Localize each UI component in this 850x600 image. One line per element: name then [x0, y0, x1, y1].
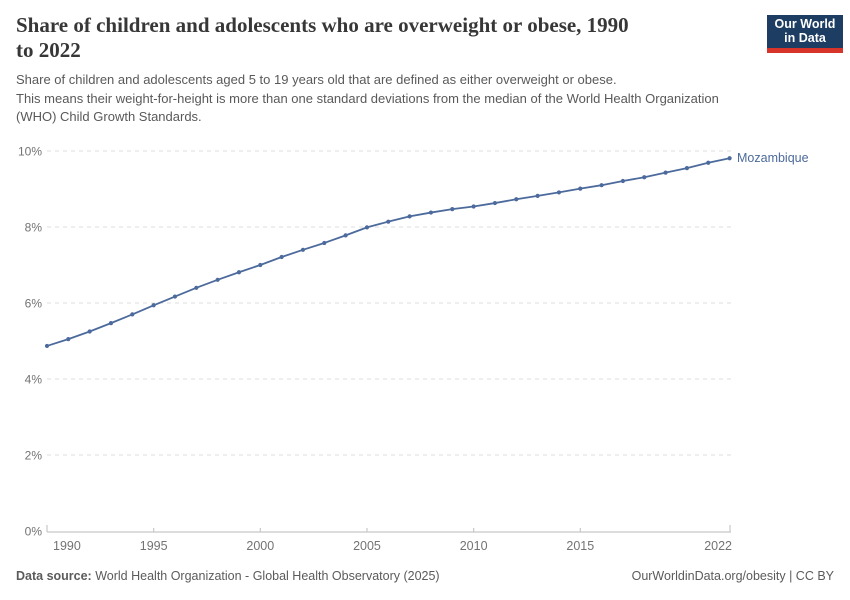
data-point[interactable]: [578, 186, 583, 191]
series-label[interactable]: Mozambique: [737, 151, 809, 165]
data-source-label: Data source:: [16, 569, 92, 583]
y-axis-tick-label: 10%: [18, 145, 42, 159]
data-point[interactable]: [151, 303, 156, 308]
data-point[interactable]: [663, 170, 668, 175]
x-axis-tick-label: 2000: [246, 539, 274, 553]
data-point[interactable]: [172, 294, 178, 299]
series-line[interactable]: [46, 157, 731, 347]
data-point[interactable]: [343, 233, 348, 238]
data-point[interactable]: [87, 329, 92, 334]
x-axis-tick-label: 2005: [353, 539, 381, 553]
chart-title: Share of children and adolescents who ar…: [16, 13, 756, 63]
data-point[interactable]: [471, 204, 476, 209]
y-axis-tick-label: 6%: [25, 297, 43, 311]
chart-subtitle: Share of children and adolescents aged 5…: [16, 71, 836, 127]
data-source-note: Data source: World Health Organization -…: [16, 569, 440, 583]
data-point[interactable]: [428, 210, 434, 215]
x-axis-tick-label: 2010: [460, 539, 488, 553]
data-point[interactable]: [108, 321, 114, 326]
data-point[interactable]: [535, 193, 540, 198]
x-axis-tick-label: 1995: [140, 539, 168, 553]
y-axis-tick-label: 0%: [25, 525, 43, 539]
x-axis-tick-label: 2022: [704, 539, 732, 553]
data-point[interactable]: [727, 156, 732, 161]
data-point[interactable]: [514, 197, 519, 202]
data-point[interactable]: [599, 183, 604, 188]
chart-subtitle-line3: (WHO) Child Growth Standards.: [16, 109, 202, 125]
y-axis-tick-label: 8%: [25, 221, 43, 235]
owid-logo[interactable]: Our World in Data: [767, 15, 843, 53]
data-point[interactable]: [44, 343, 50, 349]
data-point[interactable]: [194, 285, 199, 290]
data-point[interactable]: [258, 262, 263, 268]
data-point[interactable]: [300, 247, 306, 252]
data-point[interactable]: [322, 240, 327, 246]
data-point[interactable]: [215, 277, 220, 282]
chart-subtitle-line2: This means their weight-for-height is mo…: [16, 90, 719, 106]
chart-title-line1: Share of children and adolescents who ar…: [16, 13, 629, 37]
data-point[interactable]: [492, 200, 498, 206]
data-point[interactable]: [407, 214, 412, 219]
chart-title-line2: to 2022: [16, 38, 81, 62]
owid-logo-line1: Our World: [774, 17, 836, 31]
data-point[interactable]: [450, 207, 455, 212]
data-point[interactable]: [386, 219, 391, 224]
data-point[interactable]: [642, 175, 647, 180]
x-axis-tick-label: 2015: [566, 539, 594, 553]
chart-footer: Data source: World Health Organization -…: [16, 569, 834, 583]
y-axis-tick-label: 4%: [25, 373, 43, 387]
license-note: OurWorldinData.org/obesity | CC BY: [631, 569, 834, 583]
data-point[interactable]: [236, 270, 242, 275]
chart-subtitle-line1: Share of children and adolescents aged 5…: [16, 72, 617, 87]
data-point[interactable]: [364, 225, 370, 230]
x-axis-tick-label: 1990: [53, 539, 81, 553]
data-point[interactable]: [279, 254, 284, 260]
data-point[interactable]: [706, 160, 711, 165]
data-point[interactable]: [130, 312, 135, 317]
data-point[interactable]: [620, 178, 626, 184]
data-point[interactable]: [66, 337, 71, 342]
owid-logo-line2: in Data: [784, 31, 826, 45]
data-source-value: World Health Organization - Global Healt…: [95, 569, 440, 583]
owid-logo-accent-bar: [767, 48, 843, 53]
data-point[interactable]: [684, 166, 690, 171]
y-axis-tick-label: 2%: [25, 449, 43, 463]
data-point[interactable]: [556, 190, 562, 195]
